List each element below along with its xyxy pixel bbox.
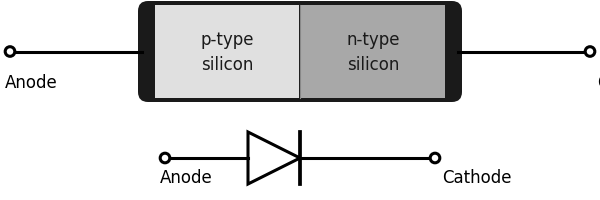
Text: p-type
silicon: p-type silicon [200, 31, 254, 74]
Text: Cathode: Cathode [442, 168, 511, 186]
Text: n-type
silicon: n-type silicon [346, 31, 400, 74]
FancyBboxPatch shape [155, 6, 299, 99]
Circle shape [430, 153, 440, 163]
Text: Anode: Anode [160, 168, 213, 186]
FancyBboxPatch shape [138, 2, 462, 102]
Polygon shape [248, 132, 300, 184]
Circle shape [585, 47, 595, 57]
Circle shape [5, 47, 15, 57]
FancyBboxPatch shape [301, 6, 445, 99]
Text: Anode: Anode [5, 74, 58, 92]
Circle shape [160, 153, 170, 163]
Text: Cathode: Cathode [597, 74, 600, 92]
